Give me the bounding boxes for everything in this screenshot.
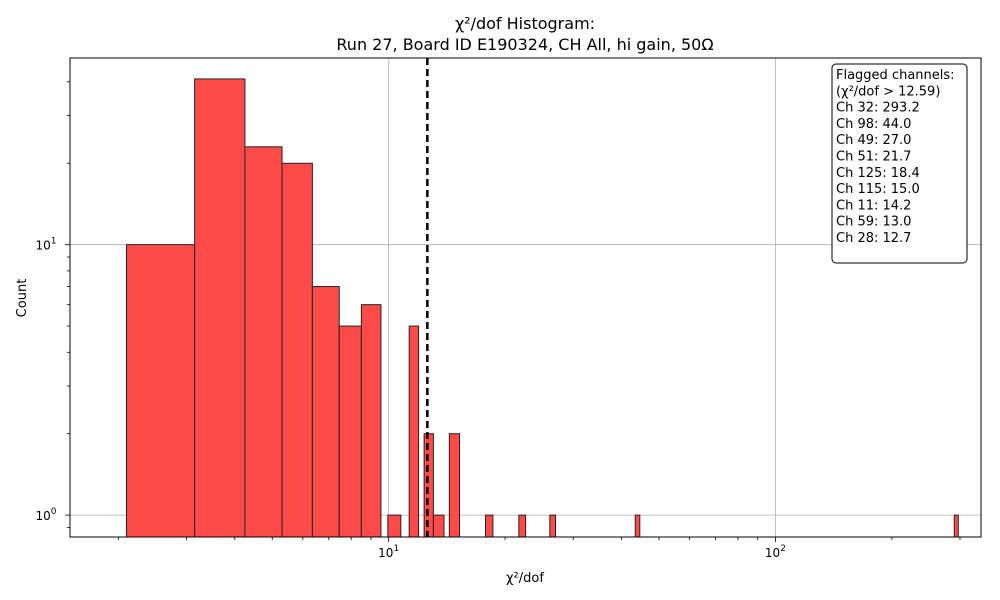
x-tick-label: 101 [378, 544, 399, 560]
chart-title-line1: χ²/dof Histogram: [455, 14, 595, 33]
legend-line: Ch 125: 18.4 [836, 166, 920, 181]
histogram-bar [634, 514, 641, 538]
histogram-bar [311, 286, 340, 538]
y-tick-label: 101 [35, 237, 56, 253]
histogram-bar [360, 304, 382, 538]
plot-frame [69, 57, 982, 538]
legend-line: Ch 115: 15.0 [836, 182, 920, 197]
histogram-bar [338, 325, 362, 538]
chart-title-line2: Run 27, Board ID E190324, CH All, hi gai… [336, 35, 713, 54]
y-axis-ticks: 100 101 [35, 81, 70, 528]
flagged-channels-legend: Flagged channels:(χ²/dof > 12.59) Ch 32: … [831, 63, 968, 264]
histogram-bar [549, 514, 557, 538]
histogram-bar [485, 514, 494, 538]
legend-line: Ch 28: 12.7 [836, 231, 911, 246]
histogram-bar [126, 244, 196, 538]
legend-line: Ch 32: 293.2 [836, 101, 920, 116]
histogram-bar [281, 162, 313, 538]
legend-line: Ch 98: 44.0 [836, 117, 911, 132]
histogram-bar [423, 433, 434, 538]
histogram-bar [194, 78, 246, 538]
histogram-bar [448, 433, 461, 538]
bars [126, 78, 959, 538]
histogram-bar [387, 514, 402, 538]
histogram-bar [408, 325, 420, 538]
histogram-bar [244, 146, 283, 538]
y-tick-label: 100 [35, 507, 56, 523]
legend-box [831, 63, 968, 264]
legend-line: (χ²/dof > 12.59) [836, 84, 940, 99]
x-tick-label: 102 [765, 544, 786, 560]
legend-line: Ch 49: 27.0 [836, 133, 911, 148]
histogram-bar [518, 514, 527, 538]
legend-line: Flagged channels: [836, 68, 955, 83]
legend-line: Ch 59: 13.0 [836, 215, 911, 230]
legend-line: Ch 51: 21.7 [836, 150, 911, 165]
legend-line: Ch 11: 14.2 [836, 198, 911, 213]
y-axis-label: Count [15, 279, 30, 318]
x-axis-ticks: 101 102 [117, 537, 961, 560]
histogram-bar [953, 514, 959, 538]
x-axis-label: χ²/dof [506, 571, 544, 586]
histogram-bar [432, 514, 445, 538]
